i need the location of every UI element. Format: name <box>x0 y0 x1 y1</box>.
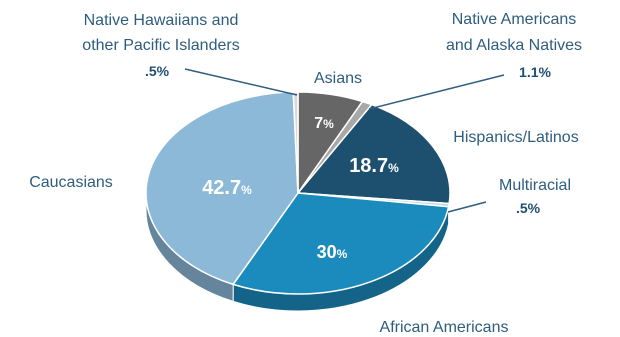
label-native-americans-line2: and Alaska Natives <box>446 37 582 54</box>
pie-slice-african-americans <box>231 192 450 295</box>
pie-slice-native-hawaiians-and-other-pacific-islanders <box>292 91 299 194</box>
label-caucasians: Caucasians <box>29 174 113 191</box>
label-african-americans: African Americans <box>380 319 509 336</box>
leader-line-native-americans <box>368 74 505 110</box>
value-label-hispanics: 18.7% <box>349 155 399 177</box>
pie-slice-caucasians <box>145 91 299 286</box>
label-asians: Asians <box>314 70 362 87</box>
label-native-hawaiians-line1: Native Hawaiians and <box>84 12 239 29</box>
pie-slice-hispanics-latinos <box>296 103 451 205</box>
leader-line-multiracial <box>447 201 487 213</box>
pie-slices <box>145 91 451 295</box>
label-native-americans-line1: Native Americans <box>452 11 577 28</box>
label-hispanics: Hispanics/Latinos <box>453 129 578 146</box>
label-native-hawaiians-line2: other Pacific Islanders <box>82 37 239 54</box>
value-label-caucasians: 42.7% <box>202 177 252 199</box>
value-label-asians: 7% <box>314 115 334 132</box>
leader-line-native-hawaiians <box>184 68 298 96</box>
value-label-native-americans: 1.1% <box>519 64 551 80</box>
value-label-african-americans: 30% <box>317 242 348 262</box>
label-multiracial: Multiracial <box>499 177 571 194</box>
value-label-multiracial: .5% <box>516 200 541 216</box>
value-label-native-hawaiians: .5% <box>145 63 170 79</box>
